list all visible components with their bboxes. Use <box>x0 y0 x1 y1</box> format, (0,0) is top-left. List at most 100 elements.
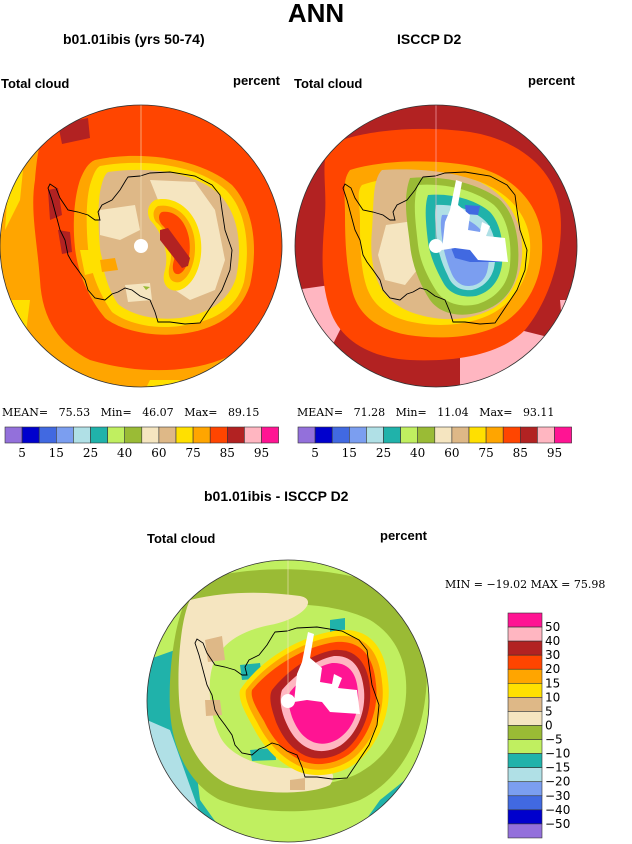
colorbar-swatch <box>507 767 543 783</box>
pole-mask <box>134 239 148 253</box>
colorbar-tick-label: 40 <box>545 634 560 648</box>
colorbar-tick-label: 60 <box>444 446 459 460</box>
colorbar-panel-1: 5 15 25 40 60 75 85 95 <box>4 426 279 460</box>
colorbar-swatch <box>434 426 453 444</box>
max-value: 89.15 <box>227 406 260 419</box>
colorbar-swatch <box>507 795 543 811</box>
colorbar-swatch <box>55 426 74 444</box>
colorbar-swatch <box>4 426 23 444</box>
colorbar-tick-label: 40 <box>410 446 425 460</box>
colorbar-swatch <box>314 426 333 444</box>
colorbar-tick-label: 15 <box>545 676 560 690</box>
panel-3-units-label: percent <box>380 528 427 543</box>
coastline <box>47 171 233 325</box>
colorbar-tick-label: 5 <box>311 446 319 460</box>
colorbar-tick-label: 20 <box>545 662 560 676</box>
colorbar-tick-label: −40 <box>545 803 570 817</box>
panel-2-stats: MEAN= 71.28 Min= 11.04 Max= 93.11 <box>297 406 554 419</box>
colorbar-swatch <box>21 426 40 444</box>
contour-fill <box>143 286 150 290</box>
colorbar-swatch <box>261 426 279 444</box>
colorbar-tick-label: 95 <box>547 446 562 460</box>
colorbar-swatch <box>519 426 538 444</box>
mean-label: MEAN= <box>2 406 49 419</box>
colorbar-swatch <box>507 711 543 726</box>
panel-1-variable-label: Total cloud <box>1 76 70 91</box>
colorbar-tick-label: 5 <box>18 446 26 460</box>
map-panel-3 <box>147 560 429 842</box>
contour-fill <box>160 228 190 268</box>
coastline <box>342 171 528 325</box>
colorbar-panel-2: 5 15 25 40 60 75 85 95 <box>297 426 572 460</box>
colorbar-swatch <box>502 426 521 444</box>
colorbar-tick-label: 75 <box>478 446 493 460</box>
panel-3-subtitle: b01.01ibis - ISCCP D2 <box>204 488 349 504</box>
colorbar-swatch <box>451 426 470 444</box>
colorbar-tick-label: −5 <box>545 733 563 747</box>
max-label: Max= <box>479 406 513 419</box>
panel-3-minmax: MIN = −19.02 MAX = 75.98 <box>445 578 606 591</box>
figure-title: ANN <box>287 0 345 28</box>
colorbar-swatch <box>507 654 543 670</box>
panel-2-variable-label: Total cloud <box>294 76 363 91</box>
min-label: Min= <box>395 406 427 419</box>
colorbar-tick-label: 15 <box>342 446 357 460</box>
colorbar-tick-label: 75 <box>185 446 200 460</box>
contour-fill <box>80 250 105 275</box>
colorbar-swatch <box>175 426 194 444</box>
colorbar-swatch <box>38 426 57 444</box>
panel-3-variable-label: Total cloud <box>147 531 216 546</box>
colorbar-swatch <box>383 426 401 444</box>
missing-data <box>442 180 508 262</box>
max-value: 93.11 <box>522 406 555 419</box>
colorbar-tick-label: −30 <box>545 789 570 803</box>
colorbar-swatch <box>507 753 543 768</box>
colorbar-swatch <box>297 426 316 444</box>
colorbar-swatch <box>73 426 91 444</box>
map-panel-1 <box>0 105 282 387</box>
map-panel-2 <box>295 105 577 387</box>
coastline <box>194 626 380 780</box>
colorbar-swatch <box>348 426 367 444</box>
mean-value: 71.28 <box>353 406 386 419</box>
colorbar-tick-label: 30 <box>545 648 560 662</box>
colorbar-swatch <box>417 426 436 444</box>
colorbar-swatch <box>554 426 572 444</box>
colorbar-swatch <box>507 626 543 642</box>
missing-data <box>294 632 360 714</box>
max-label: Max= <box>184 406 218 419</box>
colorbar-swatch <box>90 426 108 444</box>
colorbar-swatch <box>507 640 543 656</box>
colorbar-swatch <box>366 426 384 444</box>
colorbar-swatch <box>537 426 555 444</box>
pole-mask <box>281 694 295 708</box>
colorbar-swatch <box>158 426 177 444</box>
colorbar-swatch <box>485 426 504 444</box>
colorbar-swatch <box>507 725 543 740</box>
colorbar-tick-label: 25 <box>376 446 391 460</box>
colorbar-swatch <box>244 426 262 444</box>
mean-label: MEAN= <box>297 406 344 419</box>
colorbar-tick-label: 10 <box>545 690 560 704</box>
colorbar-tick-label: 50 <box>545 620 560 634</box>
colorbar-swatch <box>400 426 419 444</box>
colorbar-swatch <box>124 426 143 444</box>
colorbar-swatch <box>107 426 125 444</box>
min-label: Min= <box>100 406 132 419</box>
pole-mask <box>429 239 443 253</box>
colorbar-swatch <box>468 426 487 444</box>
colorbar-swatch <box>141 426 160 444</box>
colorbar-tick-label: −15 <box>545 761 570 775</box>
colorbar-swatch <box>507 668 543 684</box>
colorbar-tick-label: −50 <box>545 817 570 831</box>
colorbar-tick-label: 85 <box>220 446 235 460</box>
colorbar-tick-label: 0 <box>545 718 553 732</box>
colorbar-swatch <box>507 823 543 839</box>
colorbar-tick-label: 15 <box>49 446 64 460</box>
map-1-border <box>0 104 283 388</box>
colorbar-swatch <box>507 697 543 712</box>
colorbar-tick-label: −10 <box>545 747 570 761</box>
panel-1-subtitle: b01.01ibis (yrs 50-74) <box>63 31 205 47</box>
map-3-border <box>146 559 430 843</box>
